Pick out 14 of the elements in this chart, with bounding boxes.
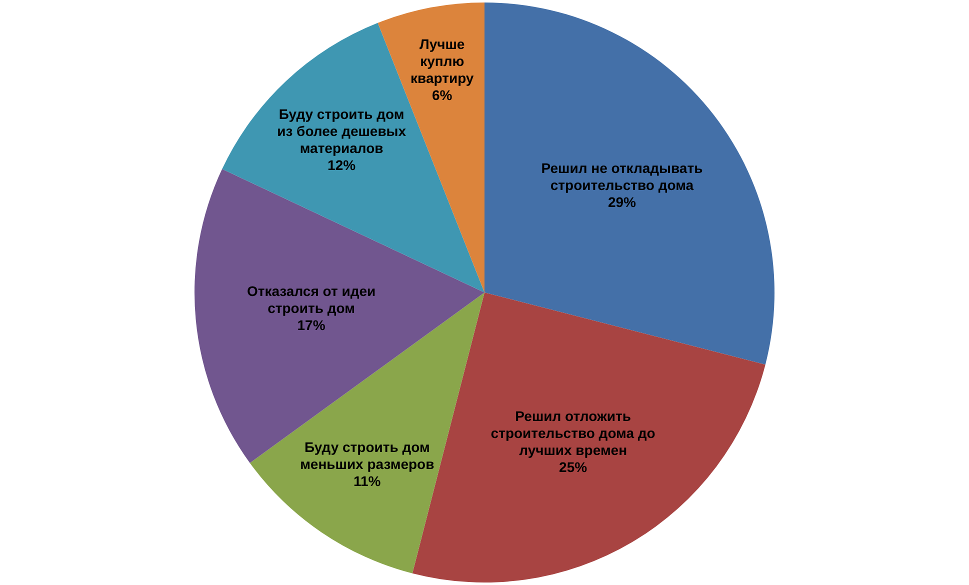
data-label: 12% xyxy=(328,156,356,173)
slice-label: Буду строить дом из более дешевых материалов xyxy=(277,106,406,156)
pie-slice xyxy=(484,2,774,365)
slice-label: Лучше куплю квартиру xyxy=(410,36,474,86)
data-label: 11% xyxy=(354,473,382,490)
data-label: 29% xyxy=(608,194,637,210)
slice-label: Решил не откладывать строительство дома xyxy=(541,160,704,193)
data-label: 6% xyxy=(432,86,453,103)
slice-label: Решил отложить строительство дома до лучших времен xyxy=(490,408,656,458)
slice-label: Отказался от идеи строить дом xyxy=(246,282,376,316)
pie-slice xyxy=(194,169,484,463)
slice-label: Буду строить дом меньших размеров xyxy=(300,439,435,472)
data-label: 17% xyxy=(297,316,326,333)
data-label: 25% xyxy=(559,458,588,475)
